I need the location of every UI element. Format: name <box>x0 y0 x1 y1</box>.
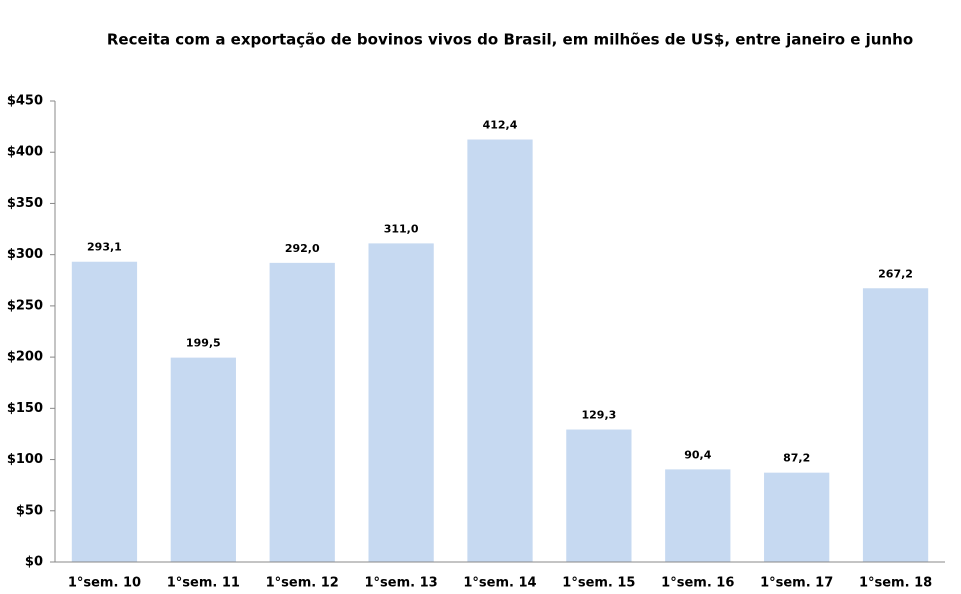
bar <box>170 357 236 562</box>
value-label: 267,2 <box>878 267 913 280</box>
value-label: 129,3 <box>581 409 616 422</box>
x-tick-label: 1°sem. 13 <box>365 576 438 591</box>
y-tick-label: $100 <box>7 452 43 467</box>
x-tick-label: 1°sem. 10 <box>68 576 141 591</box>
y-tick-label: $450 <box>7 94 43 109</box>
bar <box>71 261 138 562</box>
x-tick-label: 1°sem. 12 <box>266 576 339 591</box>
y-tick-label: $0 <box>25 555 43 570</box>
value-label: 292,0 <box>285 242 320 255</box>
bar <box>566 429 632 562</box>
value-label: 412,4 <box>483 119 518 132</box>
bar <box>269 262 335 562</box>
bar <box>764 472 830 562</box>
y-tick-label: $200 <box>7 350 43 365</box>
value-label: 87,2 <box>783 452 810 465</box>
y-tick-label: $300 <box>7 247 43 262</box>
x-tick-label: 1°sem. 17 <box>760 576 833 591</box>
x-tick-label: 1°sem. 16 <box>661 576 734 591</box>
y-tick-label: $50 <box>16 503 43 518</box>
bar <box>862 288 929 562</box>
bar <box>368 243 434 563</box>
y-tick-label: $350 <box>7 196 43 211</box>
bar <box>665 469 731 562</box>
x-tick-label: 1°sem. 15 <box>562 576 635 591</box>
value-label: 90,4 <box>684 448 711 461</box>
y-tick-label: $400 <box>7 145 43 160</box>
value-label: 311,0 <box>384 222 419 235</box>
x-tick-label: 1°sem. 18 <box>859 576 932 591</box>
value-label: 199,5 <box>186 337 221 350</box>
y-tick-label: $250 <box>7 298 43 313</box>
chart-title: Receita com a exportação de bovinos vivo… <box>107 31 913 49</box>
x-tick-label: 1°sem. 11 <box>167 576 240 591</box>
x-tick-label: 1°sem. 14 <box>463 576 536 591</box>
bar <box>467 139 533 562</box>
y-tick-label: $150 <box>7 401 43 416</box>
value-label: 293,1 <box>87 241 122 254</box>
